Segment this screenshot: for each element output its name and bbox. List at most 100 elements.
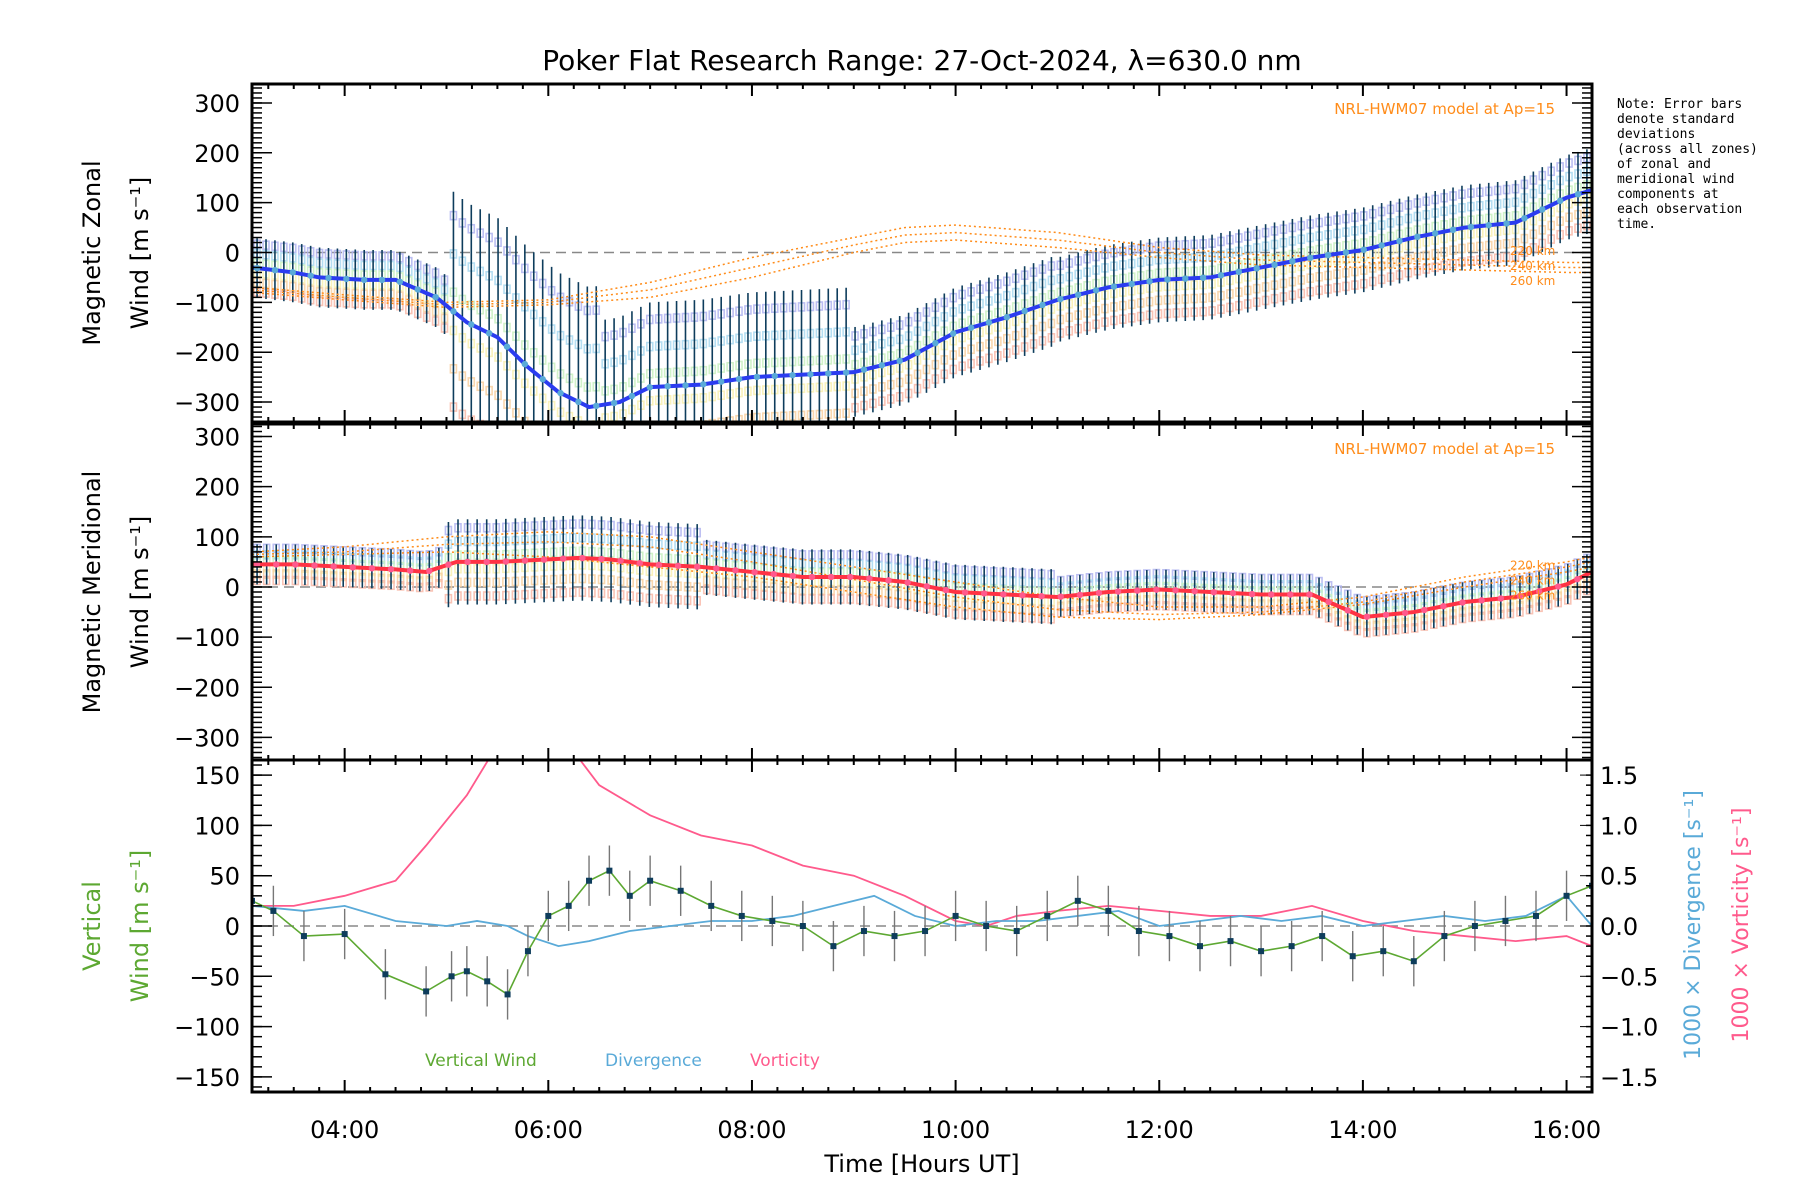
vertical-wind-point <box>708 902 715 909</box>
vertical-wind-point <box>545 912 552 919</box>
mean-wind-point <box>450 308 457 315</box>
mean-wind-point <box>1217 272 1225 279</box>
right-tick-label: −1.5 <box>1600 1064 1658 1092</box>
mean-wind-point <box>1253 265 1260 272</box>
mean-wind-point <box>950 330 957 337</box>
y-tick-label: −100 <box>174 624 240 652</box>
y-axis-label-line2: Wind [m s⁻¹] <box>126 850 154 1002</box>
mean-wind-point <box>1449 226 1457 234</box>
mean-wind-point <box>655 561 663 569</box>
model-line-1 <box>252 541 1592 616</box>
zone-sample-marker <box>745 442 751 450</box>
zone-sample-marker <box>593 459 599 467</box>
mean-wind-point <box>560 555 567 562</box>
zone-sample-marker <box>843 436 849 444</box>
zone-sample-marker <box>781 439 787 447</box>
mean-wind-point <box>325 274 332 282</box>
plot-area <box>252 760 1592 1020</box>
mean-wind-point <box>483 558 490 566</box>
vertical-wind-point <box>270 907 277 914</box>
mean-wind-point <box>1521 215 1528 222</box>
mean-wind-point <box>985 319 993 326</box>
vertical-wind-point <box>1441 933 1448 940</box>
mean-wind-line <box>252 555 1592 620</box>
mean-wind-point <box>1574 191 1582 198</box>
mean-wind-point <box>1306 591 1313 598</box>
zone-sample-marker <box>540 471 546 479</box>
mean-wind-point <box>1134 587 1141 594</box>
zone-sample-marker <box>531 464 537 472</box>
legend-vorticity: Vorticity <box>750 1051 820 1071</box>
vertical-wind-point <box>382 971 389 978</box>
mean-wind-point <box>1003 314 1010 321</box>
panel-vertical: Vertical Wind Divergence Vorticity 1.5 1.0 0.… <box>78 758 1754 1178</box>
zone-sample-marker <box>566 451 572 459</box>
mean-wind-point <box>539 375 546 383</box>
vertical-wind-point <box>565 902 572 909</box>
zone-sample-marker <box>504 438 510 446</box>
vertical-wind-point <box>1502 917 1509 924</box>
y-tick-label: 150 <box>194 762 240 790</box>
y-tick-label: −50 <box>189 963 240 991</box>
x-tick-label: 12:00 <box>1125 1116 1194 1144</box>
zone-sample-marker <box>558 447 564 455</box>
vertical-wind-point <box>1380 948 1387 955</box>
y-tick-label: −100 <box>174 1014 240 1042</box>
y-tick-label: 100 <box>194 524 240 552</box>
mean-wind-point <box>414 286 421 293</box>
mean-wind-point <box>717 378 725 385</box>
mean-wind-point <box>1363 613 1371 620</box>
zone-sample-marker <box>575 455 581 463</box>
mean-wind-point <box>1459 599 1466 606</box>
zone-sample-marker <box>799 439 805 447</box>
y-tick-label: 0 <box>225 240 240 268</box>
vertical-wind-point <box>1349 953 1356 960</box>
note-line: of zonal and <box>1617 157 1711 172</box>
mean-wind-point <box>271 266 279 274</box>
zone-sample-marker <box>513 447 519 455</box>
vertical-wind-point <box>1319 933 1326 940</box>
zone-sample-marker <box>834 437 840 445</box>
zone-sample-marker <box>665 450 671 458</box>
y-axis-label-line2: Wind [m s⁻¹] <box>126 177 154 329</box>
vertical-wind-point <box>1258 948 1265 955</box>
vertical-wind-point <box>1227 938 1234 945</box>
mean-wind-point <box>751 568 758 576</box>
mean-wind-point <box>1440 603 1447 610</box>
zone-sample-marker <box>656 450 662 458</box>
mean-wind-point <box>1114 588 1122 595</box>
mean-wind-point <box>1000 591 1007 598</box>
y-tick-label: 300 <box>194 424 240 452</box>
mean-wind-point <box>1019 592 1026 599</box>
mean-wind-point <box>1038 593 1045 600</box>
zone-sample-marker <box>772 440 778 448</box>
y-axis-label-line1: Magnetic Zonal <box>78 160 106 345</box>
mean-wind-point <box>961 589 969 596</box>
note-line: denote standard <box>1617 112 1735 127</box>
right-tick-label: 1.0 <box>1600 812 1638 840</box>
vertical-wind-point <box>1196 943 1203 950</box>
legend-vertical-wind: Vertical Wind <box>425 1051 537 1071</box>
mean-wind-point <box>732 567 739 574</box>
mean-wind-point <box>485 330 493 337</box>
mean-wind-point <box>1289 258 1296 265</box>
mean-wind-point <box>700 381 707 388</box>
mean-wind-point <box>503 343 511 350</box>
vertical-wind-point <box>463 968 470 975</box>
y-tick-label: 300 <box>194 90 240 118</box>
vertical-wind-point <box>1074 897 1081 904</box>
mean-wind-point <box>1039 301 1046 309</box>
zone-sample-marker <box>486 425 492 433</box>
mean-wind-point <box>827 573 835 581</box>
zone-sample-marker <box>531 425 537 433</box>
mean-wind-point <box>1574 575 1581 583</box>
mean-wind-point <box>904 579 911 586</box>
altitude-label: 240 km <box>1510 259 1555 273</box>
mean-wind-point <box>1095 589 1103 597</box>
vertical-wind-point <box>423 988 430 995</box>
mean-wind-point <box>468 321 475 328</box>
zone-sample-marker <box>558 485 564 493</box>
vertical-wind-point <box>830 943 837 950</box>
x-axis-label: Time [Hours UT] <box>823 1150 1019 1178</box>
